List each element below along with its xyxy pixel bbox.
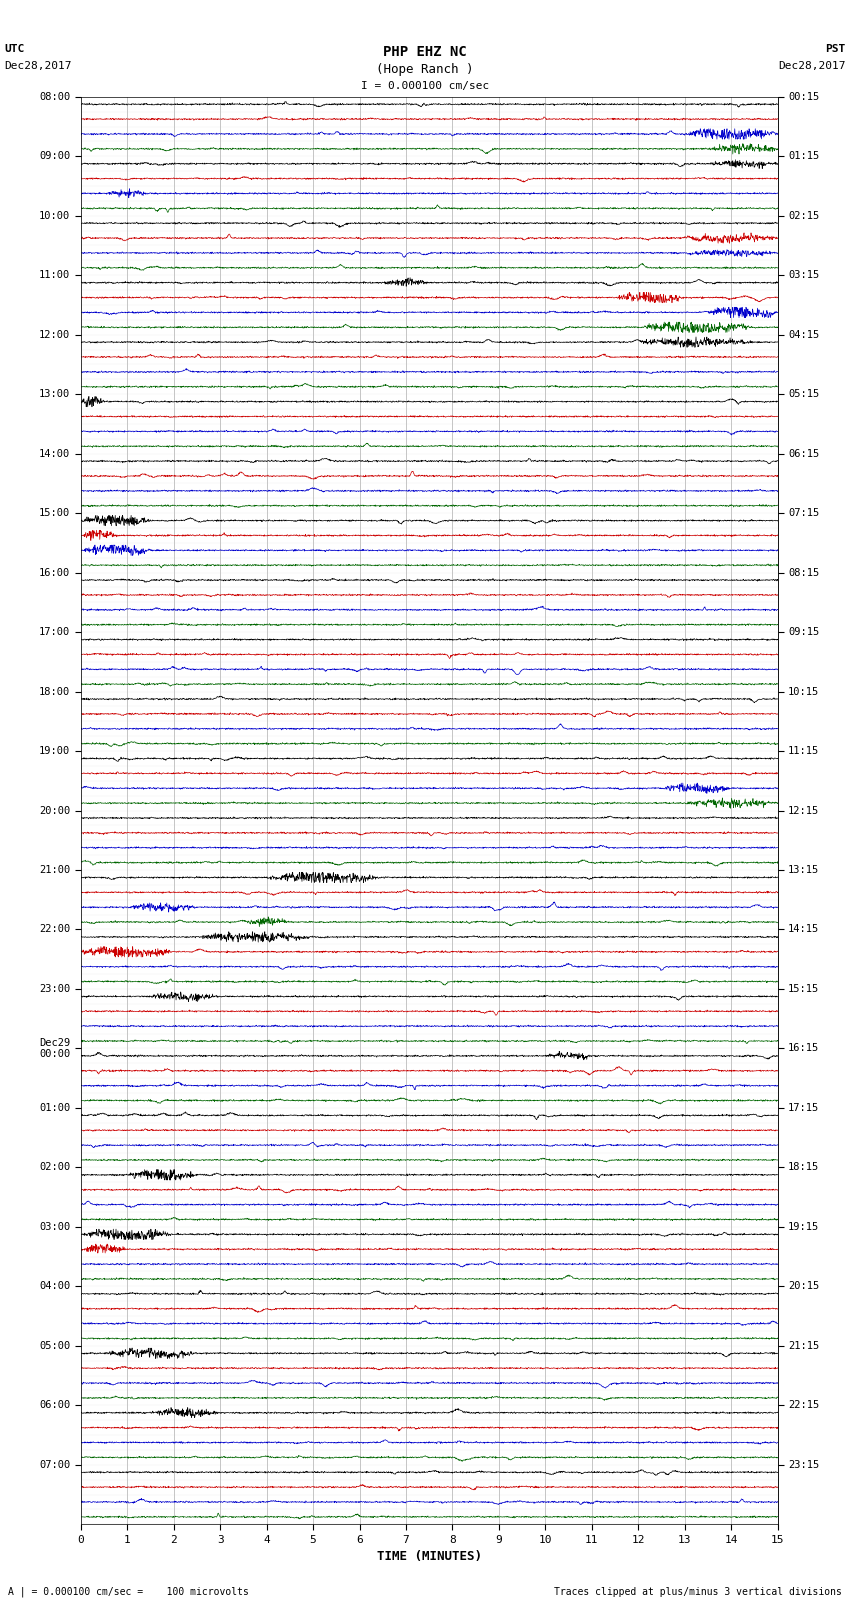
Text: Dec28,2017: Dec28,2017 [4, 61, 71, 71]
Text: (Hope Ranch ): (Hope Ranch ) [377, 63, 473, 76]
Text: PST: PST [825, 44, 846, 53]
Text: Traces clipped at plus/minus 3 vertical divisions: Traces clipped at plus/minus 3 vertical … [553, 1587, 842, 1597]
X-axis label: TIME (MINUTES): TIME (MINUTES) [377, 1550, 482, 1563]
Text: I = 0.000100 cm/sec: I = 0.000100 cm/sec [361, 81, 489, 90]
Text: UTC: UTC [4, 44, 25, 53]
Text: PHP EHZ NC: PHP EHZ NC [383, 45, 467, 60]
Text: Dec28,2017: Dec28,2017 [779, 61, 846, 71]
Text: A | = 0.000100 cm/sec =    100 microvolts: A | = 0.000100 cm/sec = 100 microvolts [8, 1586, 249, 1597]
